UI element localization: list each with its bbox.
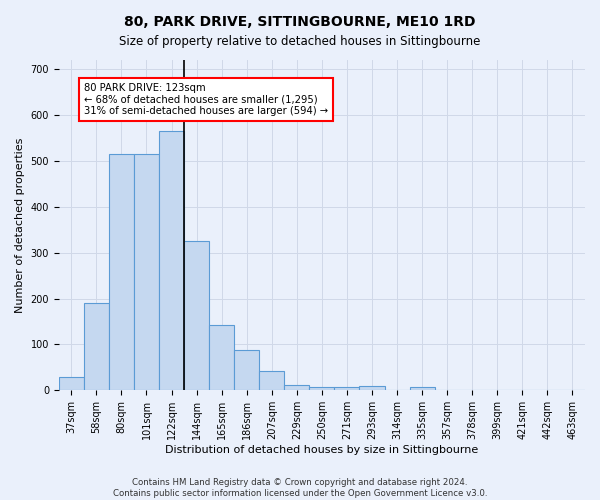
Bar — [284, 385, 310, 390]
Bar — [334, 386, 359, 390]
Bar — [310, 386, 334, 390]
Text: Contains HM Land Registry data © Crown copyright and database right 2024.
Contai: Contains HM Land Registry data © Crown c… — [113, 478, 487, 498]
Bar — [259, 371, 284, 390]
Bar — [59, 376, 84, 390]
Bar — [134, 154, 159, 390]
Bar — [184, 241, 209, 390]
Text: 80 PARK DRIVE: 123sqm
← 68% of detached houses are smaller (1,295)
31% of semi-d: 80 PARK DRIVE: 123sqm ← 68% of detached … — [84, 83, 328, 116]
Y-axis label: Number of detached properties: Number of detached properties — [15, 138, 25, 313]
Bar — [209, 324, 234, 390]
Text: 80, PARK DRIVE, SITTINGBOURNE, ME10 1RD: 80, PARK DRIVE, SITTINGBOURNE, ME10 1RD — [124, 15, 476, 29]
Bar — [234, 350, 259, 391]
X-axis label: Distribution of detached houses by size in Sittingbourne: Distribution of detached houses by size … — [165, 445, 479, 455]
Bar — [84, 303, 109, 390]
Bar — [109, 154, 134, 390]
Bar — [359, 386, 385, 390]
Bar — [410, 387, 434, 390]
Text: Size of property relative to detached houses in Sittingbourne: Size of property relative to detached ho… — [119, 35, 481, 48]
Bar — [159, 131, 184, 390]
